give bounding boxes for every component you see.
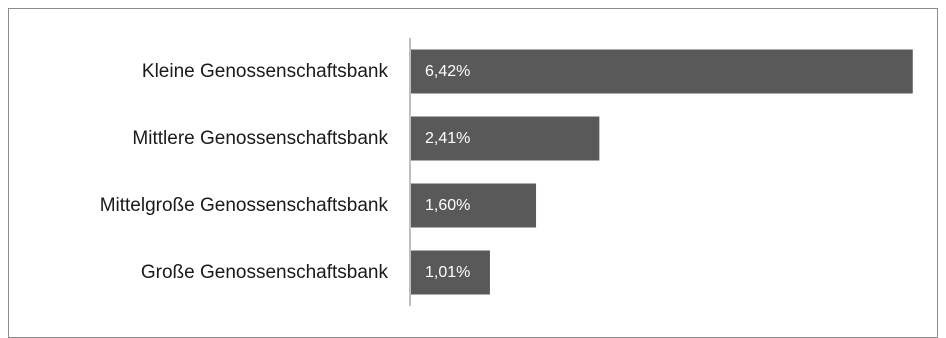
bar-4	[411, 250, 490, 295]
bar-chart: Kleine Genossenschaftsbank Mittlere Genos…	[100, 38, 913, 306]
category-label: Mittlere Genossenschaftsbank	[132, 128, 388, 149]
category-label: Kleine Genossenschaftsbank	[142, 61, 389, 82]
bars-group	[411, 49, 913, 295]
value-label: 2,41%	[425, 130, 470, 147]
category-label: Mittelgroße Genossenschaftsbank	[100, 195, 389, 216]
value-label: 1,60%	[425, 197, 470, 214]
bar-3	[411, 183, 537, 228]
value-label: 6,42%	[425, 63, 470, 80]
category-labels-group: Kleine Genossenschaftsbank Mittlere Genos…	[100, 61, 389, 283]
bar-2	[411, 116, 600, 161]
value-label: 1,01%	[425, 264, 470, 281]
category-label: Große Genossenschaftsbank	[141, 262, 389, 283]
value-labels-group: 6,42% 2,41% 1,60% 1,01%	[425, 63, 470, 281]
bar-1	[411, 49, 913, 94]
